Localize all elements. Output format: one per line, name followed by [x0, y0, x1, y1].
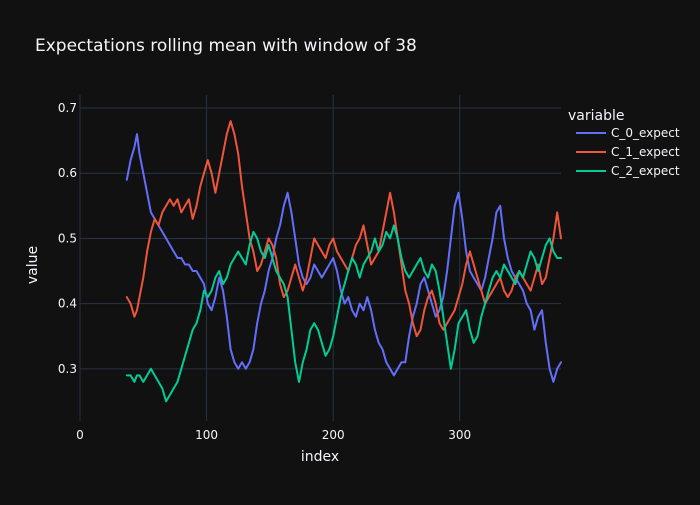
- legend-title: variable: [568, 108, 624, 124]
- legend-item-c-1-expect[interactable]: C_1_expect: [576, 145, 680, 159]
- y-tick-label: 0.6: [58, 166, 77, 180]
- y-tick-label: 0.3: [58, 362, 77, 376]
- y-tick-label: 0.7: [58, 101, 77, 115]
- x-tick-label: 200: [322, 428, 345, 442]
- y-tick-label: 0.4: [58, 297, 77, 311]
- legend-item-c-0-expect[interactable]: C_0_expect: [576, 126, 680, 140]
- legend-item-c-2-expect[interactable]: C_2_expect: [576, 164, 680, 178]
- y-tick-label: 0.5: [58, 231, 77, 245]
- legend-label: C_1_expect: [611, 145, 680, 159]
- series-line-c-0-expect: [125, 133, 562, 383]
- legend[interactable]: variable C_0_expect C_1_expect C_2_expect: [568, 108, 680, 178]
- gridlines: [79, 95, 561, 421]
- x-tick-label: 300: [448, 428, 471, 442]
- legend-items: C_0_expect C_1_expect C_2_expect: [576, 126, 680, 178]
- x-axis-ticks: 0 100 200 300: [76, 428, 471, 442]
- x-tick-label: 100: [195, 428, 218, 442]
- legend-label: C_2_expect: [611, 164, 680, 178]
- y-axis-ticks: 0.3 0.4 0.5 0.6 0.7: [58, 101, 77, 376]
- series-line-c-2-expect: [125, 224, 562, 403]
- series-line-c-1-expect: [125, 120, 562, 338]
- y-axis-label: value: [25, 246, 41, 284]
- x-tick-label: 0: [76, 428, 84, 442]
- x-axis-label: index: [301, 449, 339, 465]
- series-lines: [125, 120, 562, 403]
- plot-area: 0 100 200 300 0.3 0.4 0.5 0.6 0.7: [58, 95, 562, 442]
- chart-title: Expectations rolling mean with window of…: [35, 36, 417, 56]
- legend-label: C_0_expect: [611, 126, 680, 140]
